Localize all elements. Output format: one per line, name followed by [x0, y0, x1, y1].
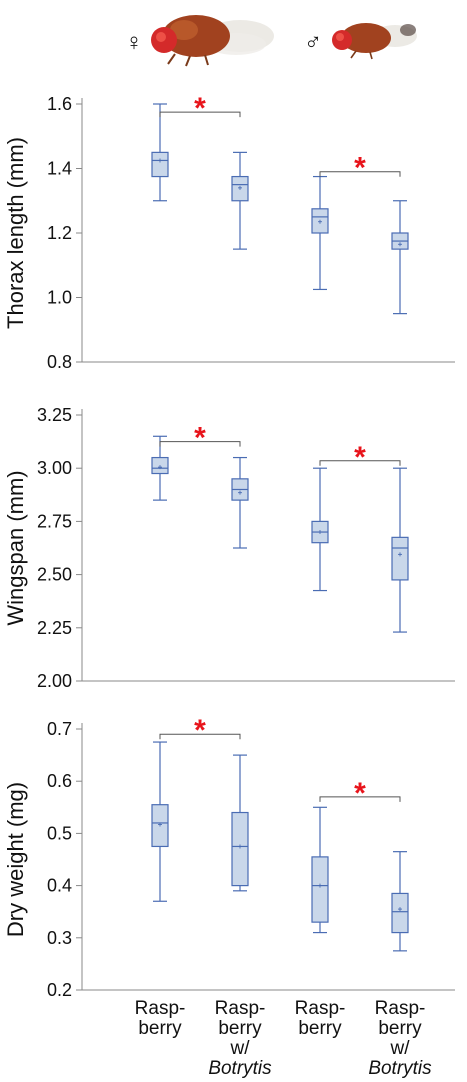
- category-label: Rasp-berry w/Botrytis: [208, 998, 272, 1079]
- category-label-line: berry: [378, 1018, 422, 1039]
- box-iqr: [151, 151, 169, 178]
- box-group: [231, 456, 249, 549]
- category-label: Rasp-berry: [135, 998, 186, 1039]
- y-tick-label: 2.00: [37, 671, 72, 691]
- significance-bracket: *: [319, 777, 401, 810]
- female-fly-illustration: [151, 15, 274, 67]
- box-group: [311, 175, 329, 291]
- y-tick-label: 0.6: [47, 771, 72, 791]
- bracket-line: [319, 460, 401, 466]
- female-symbol: ♀: [125, 29, 143, 56]
- y-tick-label: 0.5: [47, 823, 72, 843]
- category-label: Rasp-berry: [295, 998, 346, 1039]
- category-label-line: berry: [298, 1018, 342, 1039]
- category-label-line: berry: [138, 1018, 182, 1039]
- box-iqr: [391, 892, 409, 934]
- significance-star: *: [194, 714, 206, 747]
- box-group: [311, 806, 329, 934]
- significance-star: *: [194, 92, 206, 125]
- box-group: [151, 435, 169, 501]
- box-group: [311, 467, 329, 592]
- category-label-line: Rasp-: [295, 998, 346, 1019]
- bracket-line: [159, 111, 241, 118]
- bracket-line: [159, 441, 241, 447]
- box-iqr: [391, 536, 409, 581]
- y-axis-title: Thorax length (mm): [3, 137, 28, 329]
- y-tick-label: 1.6: [47, 94, 72, 114]
- box-iqr: [311, 856, 329, 923]
- significance-bracket: *: [159, 714, 241, 747]
- panel-3: 0.2 0.3 0.4 0.5 0.6 0.7 Dry weight (mg) * *: [3, 714, 455, 1000]
- y-tick-label: 3.00: [37, 458, 72, 478]
- y-tick-label: 0.2: [47, 980, 72, 1000]
- box-iqr: [231, 811, 249, 887]
- y-tick-label: 1.2: [47, 223, 72, 243]
- panel-2: 2.00 2.25 2.50 2.75 3.00 3.25 Wingspan (mm) * *: [3, 405, 455, 691]
- category-label-line: Rasp-: [215, 998, 266, 1019]
- y-tick-label: 2.25: [37, 618, 72, 638]
- y-tick-label: 1.0: [47, 288, 72, 308]
- category-label-line: Botrytis: [208, 1058, 272, 1079]
- box-group: [151, 103, 169, 202]
- male-fly-illustration: [332, 23, 417, 60]
- y-axis-title: Dry weight (mg): [3, 782, 28, 937]
- y-axis-title: Wingspan (mm): [3, 470, 28, 625]
- significance-star: *: [354, 441, 366, 474]
- significance-star: *: [194, 422, 206, 455]
- category-label-line: w/: [390, 1038, 411, 1059]
- bracket-line: [319, 171, 401, 177]
- y-tick-label: 1.4: [47, 159, 72, 179]
- y-tick-label: 0.3: [47, 928, 72, 948]
- y-tick-label: 0.8: [47, 352, 72, 372]
- significance-bracket: *: [159, 422, 241, 455]
- box-group: [391, 851, 409, 952]
- y-tick-label: 2.75: [37, 511, 72, 531]
- box-group: [391, 200, 409, 315]
- category-label-line: berry: [218, 1018, 262, 1039]
- significance-bracket: *: [319, 441, 401, 474]
- panel-1: 0.8 1.0 1.2 1.4 1.6 Thorax length (mm) * *: [3, 92, 455, 372]
- bracket-line: [159, 733, 241, 740]
- male-symbol: ♂: [304, 29, 322, 56]
- y-tick-label: 2.50: [37, 565, 72, 585]
- category-label-line: w/: [230, 1038, 251, 1059]
- bracket-line: [319, 796, 401, 802]
- category-label-line: Rasp-: [135, 998, 186, 1019]
- significance-star: *: [354, 152, 366, 185]
- box-group: [231, 151, 249, 250]
- significance-bracket: *: [319, 152, 401, 185]
- y-tick-label: 3.25: [37, 405, 72, 425]
- box-group: [231, 754, 249, 892]
- box-group: [391, 467, 409, 633]
- category-label-line: Botrytis: [368, 1058, 432, 1079]
- y-tick-label: 0.7: [47, 719, 72, 739]
- significance-bracket: *: [159, 92, 241, 125]
- category-label-line: Rasp-: [375, 998, 426, 1019]
- significance-star: *: [354, 777, 366, 810]
- y-tick-label: 0.4: [47, 876, 72, 896]
- category-label: Rasp-berry w/Botrytis: [368, 998, 432, 1079]
- box-group: [151, 741, 169, 902]
